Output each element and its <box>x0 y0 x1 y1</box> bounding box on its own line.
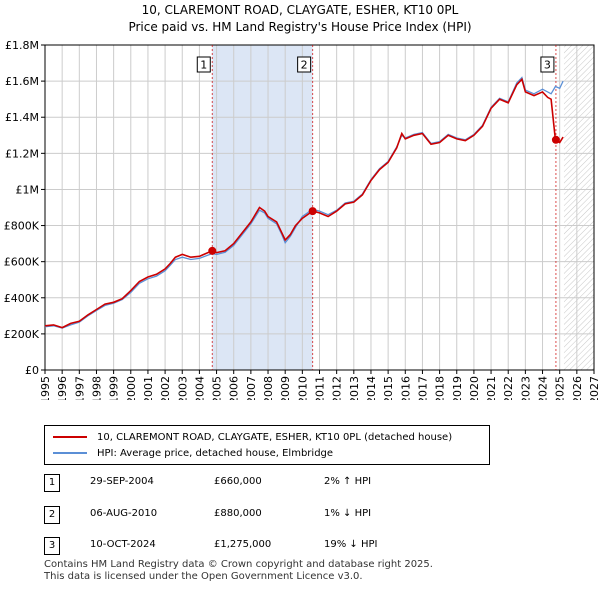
transaction-number: 3 <box>44 537 60 555</box>
x-tick-label: 2026 <box>571 376 584 400</box>
sale-point <box>308 207 317 216</box>
y-tick-label: £600K <box>4 256 40 269</box>
y-tick-label: £200K <box>4 328 40 341</box>
transaction-hpi: 2% ↑ HPI <box>324 476 372 487</box>
x-tick-label: 1997 <box>73 376 86 400</box>
transaction-row: 3 10-OCT-2024 £1,275,000 19% ↓ HPI <box>44 537 464 555</box>
y-tick-label: £1M <box>16 183 40 196</box>
x-tick-label: 1996 <box>56 376 69 400</box>
transaction-price: £660,000 <box>214 476 262 487</box>
footer: Contains HM Land Registry data © Crown c… <box>44 559 433 583</box>
x-tick-label: 2007 <box>245 376 258 400</box>
y-tick-label: £800K <box>4 220 40 233</box>
x-tick-label: 2025 <box>554 376 567 400</box>
x-tick-label: 2006 <box>228 376 241 400</box>
legend-swatch-hpi <box>53 452 87 454</box>
chart-title: 10, CLAREMONT ROAD, CLAYGATE, ESHER, KT1… <box>0 2 600 36</box>
transaction-price: £880,000 <box>214 508 262 519</box>
x-tick-label: 2008 <box>262 376 275 400</box>
x-tick-label: 2005 <box>211 376 224 400</box>
x-tick-label: 1995 <box>39 376 52 400</box>
x-tick-label: 1998 <box>90 376 103 400</box>
sale-marker-box <box>540 56 555 73</box>
sale-point <box>551 135 560 144</box>
title-line-2: Price paid vs. HM Land Registry's House … <box>128 20 472 34</box>
x-tick-label: 2019 <box>451 376 464 400</box>
sale-point <box>208 246 217 255</box>
title-line-1: 10, CLAREMONT ROAD, CLAYGATE, ESHER, KT1… <box>141 3 459 17</box>
x-tick-label: 2015 <box>382 376 395 400</box>
sale-marker-label: 1 <box>200 59 207 72</box>
y-tick-label: £400K <box>4 292 40 305</box>
y-tick-label: £1.4M <box>5 111 39 124</box>
legend-swatch-property <box>53 436 87 438</box>
legend: 10, CLAREMONT ROAD, CLAYGATE, ESHER, KT1… <box>44 425 490 465</box>
y-tick-label: £1.6M <box>5 75 39 88</box>
ownership-shade <box>212 45 313 370</box>
plot-frame <box>44 44 595 371</box>
x-tick-label: 2014 <box>365 376 378 400</box>
legend-item-property: 10, CLAREMONT ROAD, CLAYGATE, ESHER, KT1… <box>53 429 452 445</box>
footer-line-2: This data is licensed under the Open Gov… <box>44 571 363 582</box>
transaction-hpi: 1% ↓ HPI <box>324 508 372 519</box>
transaction-hpi: 19% ↓ HPI <box>324 539 378 550</box>
x-tick-label: 2020 <box>468 376 481 400</box>
legend-label-property: 10, CLAREMONT ROAD, CLAYGATE, ESHER, KT1… <box>97 431 453 443</box>
x-tick-label: 2009 <box>279 376 292 400</box>
x-tick-label: 2000 <box>125 376 138 400</box>
transaction-price: £1,275,000 <box>214 539 272 550</box>
chart-area: £0 £200K £400K £600K £800K £1M £1.2M £1.4M £1.6M… <box>4 39 600 400</box>
x-tick-label: 2027 <box>588 376 600 400</box>
y-tick-label: £1.2M <box>5 147 39 160</box>
transaction-date: 06-AUG-2010 <box>90 508 158 519</box>
x-tick-label: 2022 <box>502 376 515 400</box>
property-price-line <box>44 77 564 329</box>
x-tick-label: 2013 <box>348 376 361 400</box>
x-tick-label: 2018 <box>434 376 447 400</box>
x-tick-label: 2002 <box>159 376 172 400</box>
x-tick-label: 2003 <box>176 376 189 400</box>
sale-marker-label: 2 <box>301 59 308 72</box>
transaction-number: 2 <box>44 506 60 524</box>
x-tick-label: 2011 <box>314 376 327 400</box>
transaction-number: 1 <box>44 474 60 492</box>
sale-marker-label: 3 <box>544 59 551 72</box>
x-tick-label: 1999 <box>108 376 121 400</box>
x-tick-label: 2010 <box>296 376 309 400</box>
x-tick-label: 2017 <box>416 376 429 400</box>
sale-marker-box <box>196 56 211 73</box>
sale-marker-box <box>297 56 312 73</box>
legend-label-hpi: HPI: Average price, detached house, Elmb… <box>97 447 334 459</box>
transaction-date: 29-SEP-2004 <box>90 476 154 487</box>
legend-item-hpi: HPI: Average price, detached house, Elmb… <box>53 445 333 461</box>
footer-line-1: Contains HM Land Registry data © Crown c… <box>44 559 433 570</box>
y-tick-label: £0 <box>25 364 39 377</box>
x-tick-label: 2016 <box>399 376 412 400</box>
y-tick-label: £1.8M <box>5 39 39 52</box>
x-tick-label: 2001 <box>142 376 155 400</box>
x-tick-label: 2012 <box>331 376 344 400</box>
x-tick-label: 2021 <box>485 376 498 400</box>
transaction-date: 10-OCT-2024 <box>90 539 156 550</box>
transaction-row: 1 29-SEP-2004 £660,000 2% ↑ HPI <box>44 474 464 492</box>
future-hatch <box>563 45 594 370</box>
x-tick-label: 2023 <box>519 376 532 400</box>
x-tick-label: 2024 <box>537 376 550 400</box>
x-tick-label: 2004 <box>193 376 206 400</box>
transaction-row: 2 06-AUG-2010 £880,000 1% ↓ HPI <box>44 506 464 524</box>
